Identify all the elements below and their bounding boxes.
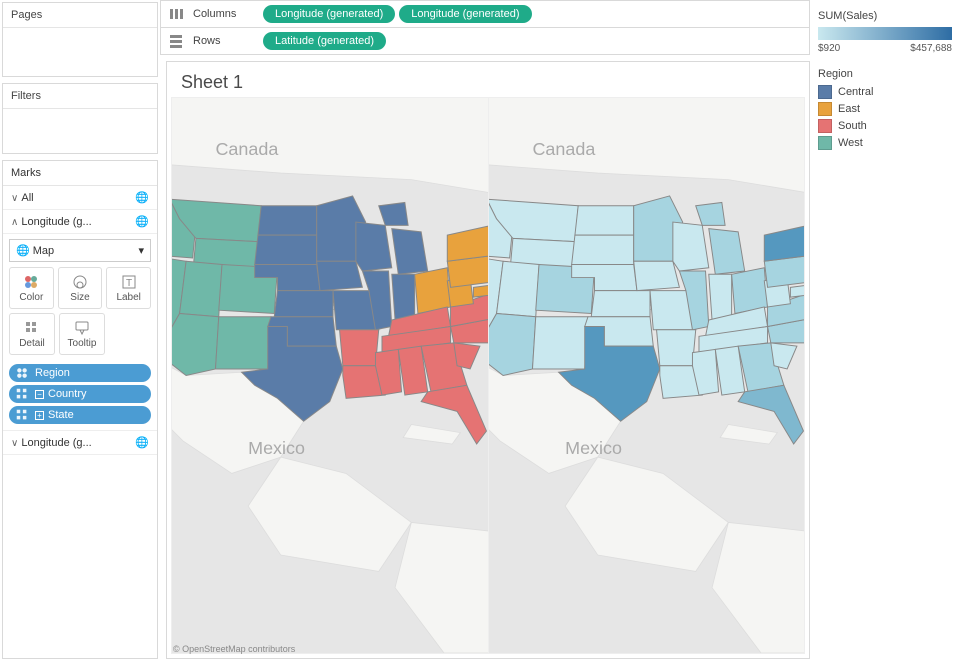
region-legend[interactable]: Region Central East South West [818, 68, 952, 150]
columns-icon [169, 7, 183, 21]
marks-section2-label: Longitude (g... [21, 437, 91, 449]
svg-text:T: T [126, 278, 132, 289]
map-type-icon: 🌐 [135, 215, 149, 228]
state-UT[interactable] [180, 261, 222, 317]
region-legend-title: Region [818, 68, 952, 80]
sales-min: $920 [818, 43, 840, 54]
detail-dots-icon [15, 387, 29, 401]
filters-shelf[interactable]: Filters [2, 83, 158, 154]
sales-legend[interactable]: SUM(Sales) $920 $457,688 [818, 10, 952, 54]
legend-swatch [818, 85, 832, 99]
sales-legend-title: SUM(Sales) [818, 10, 952, 22]
legend-label: West [838, 137, 863, 149]
tooltip-card[interactable]: Tooltip [59, 313, 105, 355]
rows-icon [169, 34, 183, 48]
label-icon: T [121, 274, 137, 290]
state-OH[interactable] [415, 268, 451, 314]
mark-type-label: Map [33, 245, 54, 257]
state-KS[interactable] [591, 291, 650, 317]
legend-label: South [838, 120, 867, 132]
marks-header: Marks [3, 161, 157, 186]
size-card[interactable]: Size [58, 267, 103, 309]
columns-shelf[interactable]: Columns Longitude (generated)Longitude (… [160, 0, 810, 28]
legend-item[interactable]: South [818, 119, 952, 133]
sheet-title[interactable]: Sheet 1 [167, 62, 809, 97]
pages-shelf[interactable]: Pages [2, 2, 158, 77]
filters-header: Filters [3, 84, 157, 109]
state-IA[interactable] [633, 261, 679, 290]
columns-label: Columns [193, 8, 253, 20]
legend-item[interactable]: East [818, 102, 952, 116]
map-type-icon: 🌐 [135, 436, 149, 449]
field-pill-region[interactable]: Region [9, 364, 151, 382]
state-UT[interactable] [496, 261, 538, 317]
color-icon [23, 274, 39, 290]
map-left[interactable]: CanadaMexicoPeruUnitedStates [171, 97, 489, 654]
size-icon [72, 274, 88, 290]
state-NM[interactable] [532, 317, 588, 369]
map-attribution: © OpenStreetMap contributors [173, 644, 295, 654]
map-right[interactable]: CanadaMexicoPeruUnitedStates [489, 97, 806, 654]
detail-icon [24, 320, 40, 336]
legend-label: East [838, 103, 860, 115]
legend-swatch [818, 119, 832, 133]
legend-item[interactable]: Central [818, 85, 952, 99]
legend-label: Central [838, 86, 873, 98]
color-card[interactable]: Color [9, 267, 54, 309]
sales-gradient [818, 27, 952, 40]
detail-card[interactable]: Detail [9, 313, 55, 355]
row-pill[interactable]: Latitude (generated) [263, 32, 386, 50]
state-AZ[interactable] [489, 313, 536, 375]
chevron-down-icon: ▾ [138, 244, 144, 257]
state-IN[interactable] [708, 274, 731, 320]
rows-shelf[interactable]: Rows Latitude (generated) [160, 28, 810, 55]
marks-all-section[interactable]: ∨ All 🌐 [3, 186, 157, 210]
marks-longitude2-section[interactable]: ∨ Longitude (g... 🌐 [3, 430, 157, 455]
state-ND[interactable] [258, 206, 317, 235]
legend-item[interactable]: West [818, 136, 952, 150]
marks-section1-label: Longitude (g... [21, 216, 91, 228]
state-ND[interactable] [574, 206, 633, 235]
state-AR[interactable] [656, 330, 695, 366]
state-KS[interactable] [274, 291, 333, 317]
state-SD[interactable] [255, 235, 317, 264]
pages-header: Pages [3, 3, 157, 28]
svg-text:Canada: Canada [215, 139, 278, 159]
legend-swatch [818, 102, 832, 116]
marks-card: Marks ∨ All 🌐 ∧ Longitude (g... 🌐 🌐 Map … [2, 160, 158, 659]
viz-canvas: Sheet 1 CanadaMexicoPeruUnitedStates Can… [166, 61, 810, 659]
state-SD[interactable] [571, 235, 633, 264]
legend-swatch [818, 136, 832, 150]
column-pill[interactable]: Longitude (generated) [399, 5, 531, 23]
marks-all-label: All [21, 192, 33, 204]
field-pill-country[interactable]: −Country [9, 385, 151, 403]
svg-text:Mexico: Mexico [565, 438, 622, 458]
svg-text:Mexico: Mexico [248, 438, 305, 458]
svg-text:Canada: Canada [532, 139, 595, 159]
state-IA[interactable] [317, 261, 363, 290]
sales-max: $457,688 [910, 43, 952, 54]
state-NM[interactable] [215, 317, 271, 369]
label-card[interactable]: T Label [106, 267, 151, 309]
state-AZ[interactable] [172, 313, 219, 375]
column-pill[interactable]: Longitude (generated) [263, 5, 395, 23]
rows-label: Rows [193, 35, 253, 47]
map-type-icon: 🌐 [135, 191, 149, 204]
color-dots-icon [15, 366, 29, 380]
field-pill-state[interactable]: +State [9, 406, 151, 424]
state-IN[interactable] [392, 274, 415, 320]
state-OH[interactable] [731, 268, 767, 314]
mark-type-dropdown[interactable]: 🌐 Map ▾ [9, 239, 151, 262]
state-AR[interactable] [340, 330, 379, 366]
marks-longitude1-section[interactable]: ∧ Longitude (g... 🌐 [3, 210, 157, 234]
tooltip-icon [74, 320, 90, 336]
detail-dots-icon [15, 408, 29, 422]
